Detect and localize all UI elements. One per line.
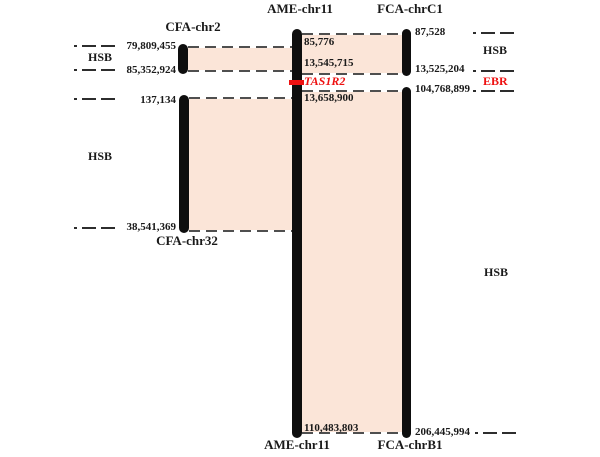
coordinate-ame-end: 110,483,803 — [304, 422, 359, 434]
coordinate-cfa-chr2-end: 85,352,924 — [126, 64, 177, 76]
coordinate-ame-break-upper: 13,545,715 — [304, 57, 354, 69]
chromosome-label-fca-chrB1: FCA-chrB1 — [377, 437, 443, 452]
synteny-band-cfa32-ame — [189, 99, 292, 230]
tick-marker — [473, 70, 514, 72]
chromosome-label-ame-chr11-top: AME-chr11 — [267, 1, 333, 16]
tick-marker — [74, 98, 115, 100]
chromosome-label-fca-chrC1: FCA-chrC1 — [377, 1, 443, 16]
gene-label-tas1r2: TAS1R2 — [304, 74, 346, 88]
dashed-border — [188, 70, 292, 72]
region-label-hsb-left-top: HSB — [88, 50, 113, 64]
chromosome-bar-cfa-chr32 — [179, 95, 189, 233]
dashed-border — [302, 432, 402, 434]
tick-marker — [74, 69, 115, 71]
dashed-border — [189, 230, 292, 232]
dashed-border — [302, 90, 402, 92]
chromosome-bar-fca-chrC1 — [402, 29, 411, 76]
tick-marker — [473, 90, 514, 92]
dashed-border — [188, 46, 292, 48]
coordinate-fca-chrC1-start: 87,528 — [415, 26, 446, 38]
synteny-band-ame-fcaC1 — [302, 35, 402, 73]
dashed-border — [189, 97, 292, 99]
coordinate-ame-break-lower: 13,658,900 — [304, 92, 354, 104]
gene-position-marker — [289, 80, 304, 85]
synteny-band-ame-fcaB1 — [302, 92, 402, 432]
chromosome-bar-cfa-chr2 — [178, 44, 188, 74]
tick-marker — [74, 227, 115, 229]
tick-marker — [475, 432, 516, 434]
dashed-border — [302, 33, 402, 35]
chromosome-label-cfa-chr2: CFA-chr2 — [165, 19, 221, 34]
coordinate-fca-chrC1-end: 13,525,204 — [415, 63, 465, 75]
coordinate-ame-start: 85,776 — [304, 36, 335, 48]
region-label-hsb-left-mid: HSB — [88, 149, 113, 163]
synteny-band-cfa2-ame — [188, 48, 292, 70]
region-label-hsb-right-top: HSB — [483, 43, 508, 57]
region-label-hsb-right-bottom: HSB — [484, 265, 509, 279]
tick-marker — [473, 32, 514, 34]
chromosome-label-ame-chr11-bottom: AME-chr11 — [264, 437, 330, 452]
chromosome-bar-fca-chrB1 — [402, 87, 411, 438]
coordinate-cfa-chr32-start: 137,134 — [140, 94, 176, 106]
coordinate-cfa-chr2-start: 79,809,455 — [126, 40, 177, 52]
dashed-border — [302, 73, 402, 75]
coordinate-fca-chrB1-start: 104,768,899 — [415, 83, 470, 95]
region-label-ebr: EBR — [483, 74, 508, 88]
chromosome-label-cfa-chr32: CFA-chr32 — [156, 233, 218, 248]
coordinate-cfa-chr32-end: 38,541,369 — [126, 221, 177, 233]
chromosome-bar-ame-chr11 — [292, 29, 302, 438]
coordinate-fca-chrB1-end: 206,445,994 — [415, 426, 470, 438]
tick-marker — [74, 45, 115, 47]
